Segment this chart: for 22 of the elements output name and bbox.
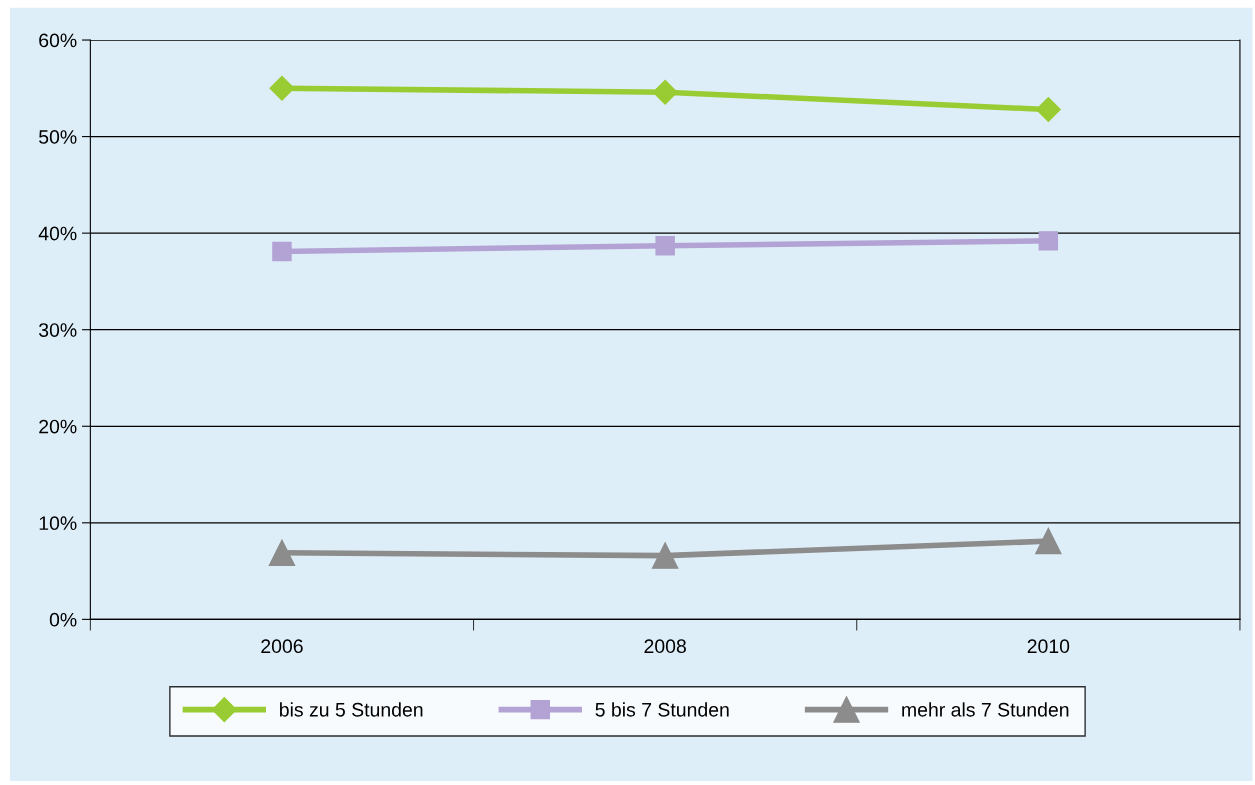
y-tick-label: 30% [38,323,77,337]
point [1038,231,1059,251]
y-tick-label: 50% [39,130,77,144]
legend-label: 5 bis 7 Stunden [595,702,729,717]
y-tick-label: 60% [39,33,77,48]
x-tick-label: 2006 [261,639,303,654]
point [268,539,296,566]
x-tick-label: 2010 [1027,639,1070,654]
y-tick-label: 20% [39,419,77,434]
point [655,235,675,256]
y-tick-label: 40% [38,226,77,241]
y-tick-label: 0% [49,612,77,627]
point [1035,527,1062,555]
point [272,241,292,262]
point [651,542,679,569]
legend-label: bis zu 5 Stunden [280,702,423,717]
point [652,79,678,105]
x-tick-label: 2008 [644,639,686,654]
y-tick-label: 10% [39,516,77,531]
point [269,75,295,101]
point [1035,97,1061,123]
legend-label: mehr als 7 Stunden [902,702,1069,717]
